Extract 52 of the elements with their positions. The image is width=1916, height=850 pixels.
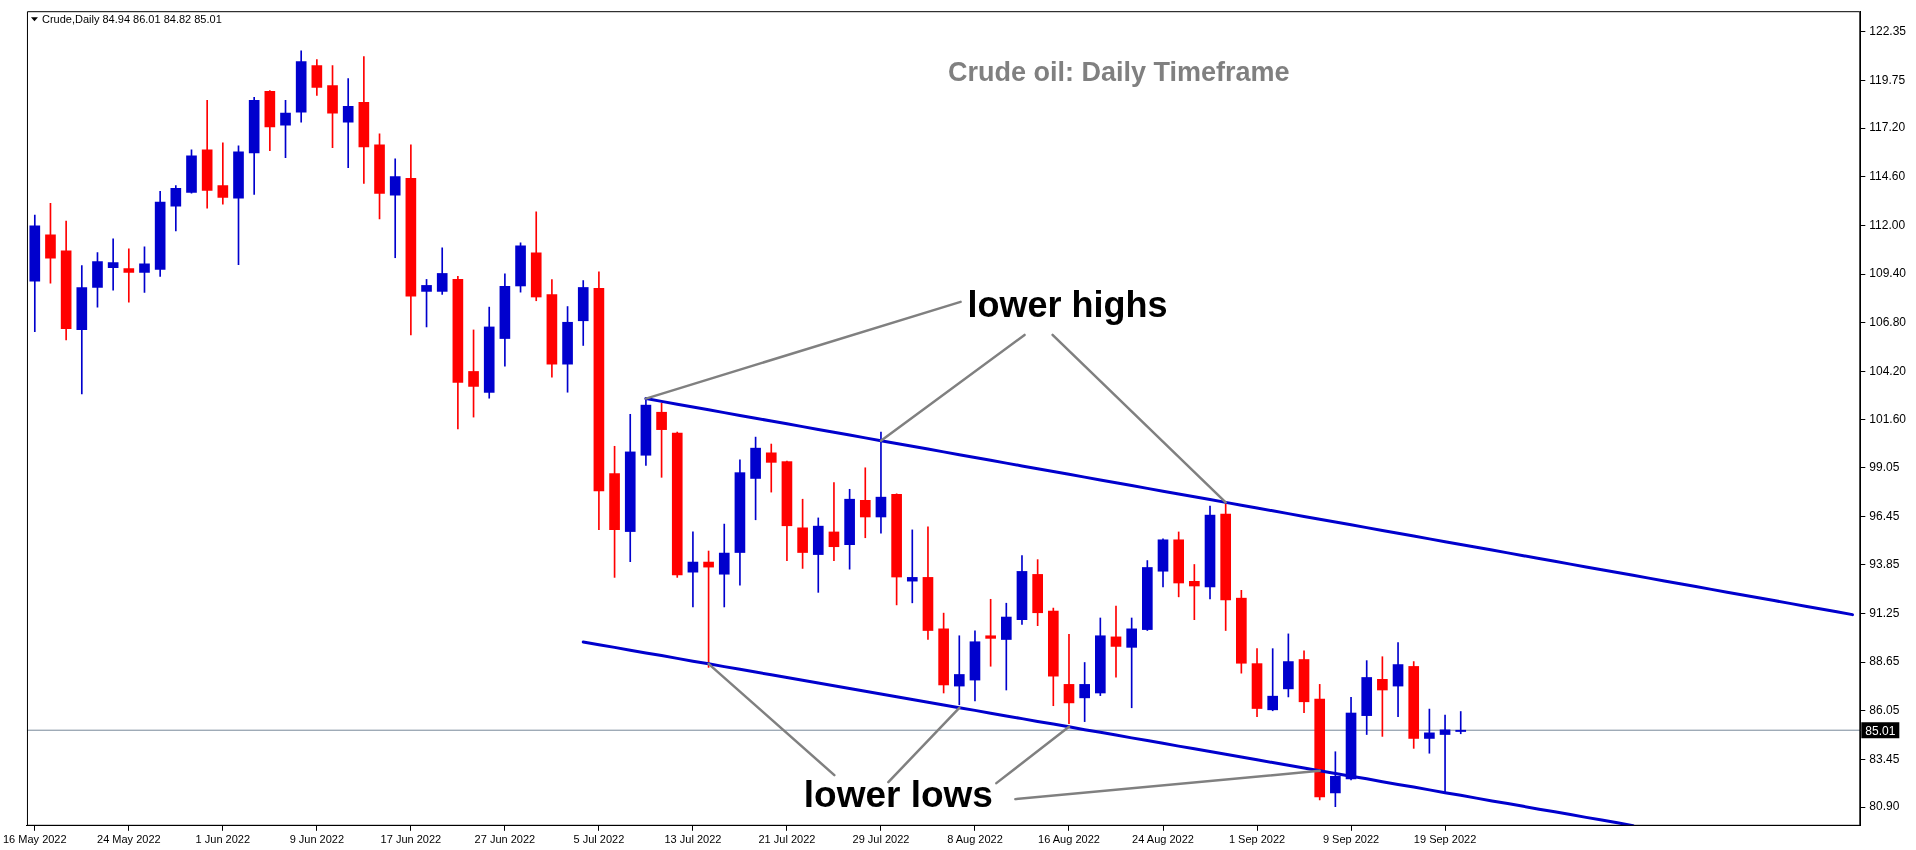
annotation: Crude,Daily 84.94 86.01 84.82 85.01 <box>41 13 222 26</box>
x-tick-label: 19 Sep 2022 <box>1413 833 1477 846</box>
x-tick-label: 13 Jul 2022 <box>664 833 722 846</box>
candlestick <box>828 482 840 561</box>
y-tick-label: 99.05 <box>1869 459 1900 474</box>
candlestick <box>389 158 401 259</box>
candlestick <box>1110 605 1122 678</box>
x-tick-label: 24 Aug 2022 <box>1132 833 1194 846</box>
candlestick <box>123 248 135 303</box>
text: Crude oil: Daily Timeframe <box>947 57 1290 88</box>
candlestick <box>1063 634 1075 724</box>
y-tick-label: 106.80 <box>1869 314 1907 329</box>
x-tick-label: 27 Jun 2022 <box>474 833 536 846</box>
y-tick-label: 104.20 <box>1869 363 1907 378</box>
candlestick <box>859 467 871 539</box>
x-tick-label: 5 Jul 2022 <box>573 833 625 846</box>
candlestick <box>217 142 229 205</box>
y-tick-label: 114.60 <box>1869 169 1906 184</box>
candlestick <box>1455 711 1467 735</box>
x-tick-label: 16 May 2022 <box>2 833 67 846</box>
ref-line-label: 85.01 <box>1865 723 1896 738</box>
annotation: lower highs <box>967 283 1168 325</box>
x-tick-label: 29 Jul 2022 <box>852 833 910 846</box>
y-tick-label: 80.90 <box>1869 799 1900 814</box>
y-tick-label: 109.40 <box>1869 266 1907 281</box>
x-tick-label: 16 Aug 2022 <box>1038 833 1100 846</box>
x-tick-label: 21 Jul 2022 <box>758 833 816 846</box>
x-tick-label: 8 Aug 2022 <box>947 833 1003 846</box>
x-tick-label: 1 Sep 2022 <box>1228 833 1286 846</box>
y-tick-label: 93.85 <box>1869 557 1900 572</box>
y-tick-label: 117.20 <box>1869 120 1906 135</box>
candlestick <box>906 529 918 604</box>
y-tick-label: 112.00 <box>1869 217 1906 232</box>
candlestick <box>107 238 119 291</box>
annotation: lower lows <box>803 774 993 816</box>
x-tick-label: 9 Jun 2022 <box>289 833 345 846</box>
x-tick-label: 24 May 2022 <box>97 833 161 846</box>
x-tick-label: 1 Jun 2022 <box>195 833 251 846</box>
candlestick <box>875 431 887 534</box>
y-tick-label: 119.75 <box>1869 72 1906 87</box>
candlestick <box>765 443 777 493</box>
y-tick-label: 96.45 <box>1869 508 1900 523</box>
y-tick-label: 83.45 <box>1869 751 1900 766</box>
x-tick-label: 9 Sep 2022 <box>1322 833 1380 846</box>
y-tick-label: 91.25 <box>1869 605 1900 620</box>
y-tick-label: 88.65 <box>1869 654 1900 669</box>
candlestick <box>342 78 354 168</box>
y-tick-label: 86.05 <box>1869 703 1900 718</box>
x-tick-label: 17 Jun 2022 <box>380 833 442 846</box>
y-tick-label: 122.35 <box>1869 24 1907 39</box>
y-tick-label: 101.60 <box>1869 412 1907 427</box>
candlestick <box>1267 648 1279 712</box>
